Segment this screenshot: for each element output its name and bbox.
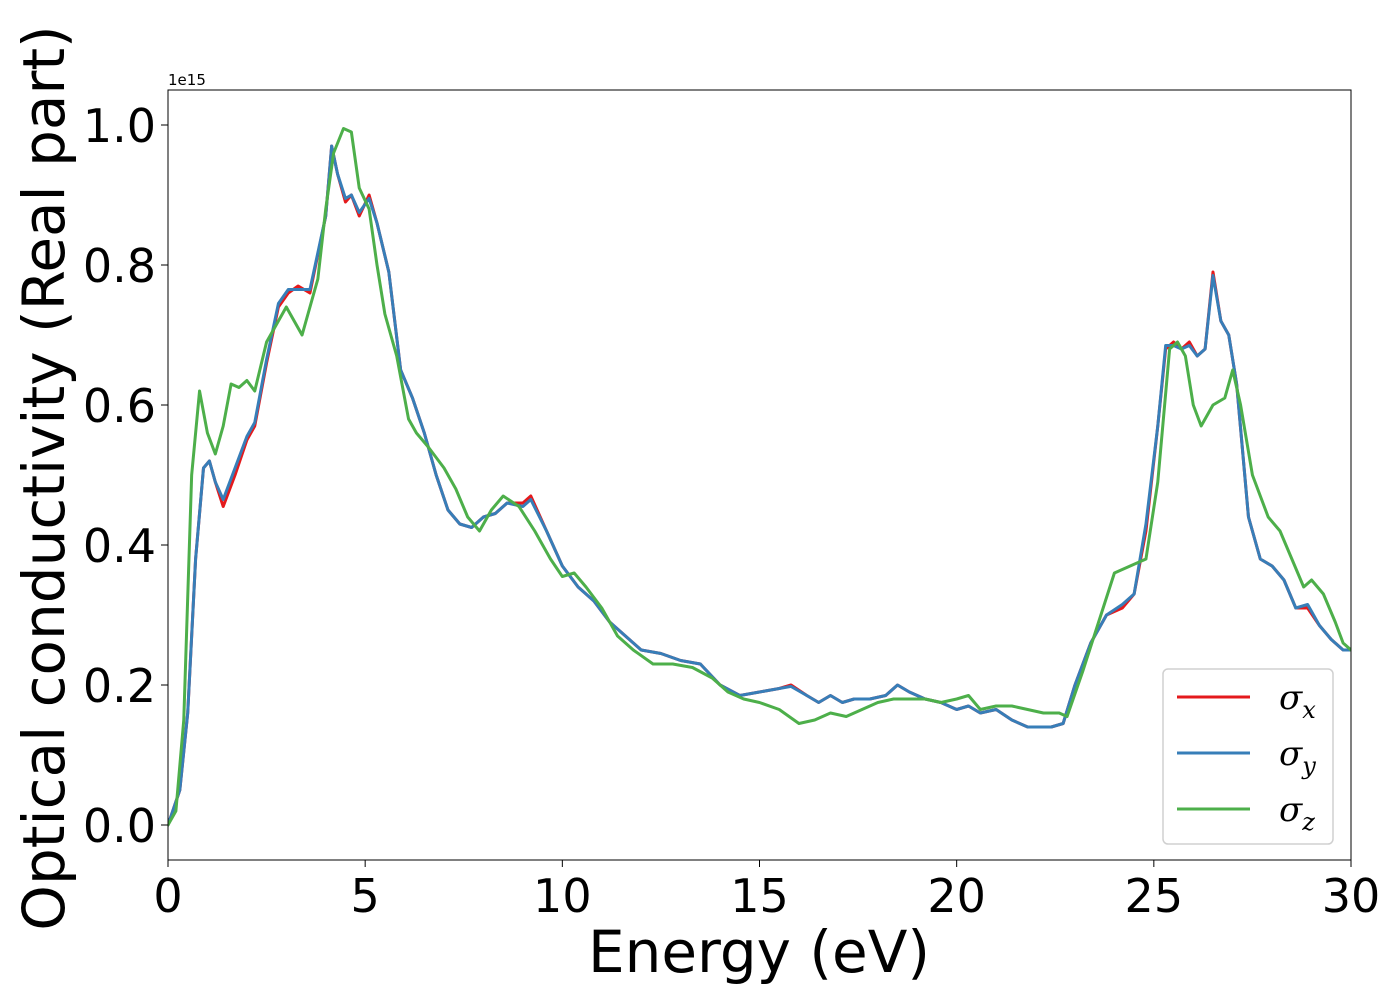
legend-label-subscript: x	[1302, 696, 1316, 724]
y-tick-label: 1.0	[83, 99, 156, 153]
legend-label-symbol: σ	[1279, 790, 1303, 830]
x-tick-label: 5	[351, 869, 380, 923]
legend-label-z: σz	[1279, 790, 1315, 836]
y-tick-label: 0.4	[83, 519, 156, 573]
series-line-z	[168, 127, 1351, 827]
x-tick-label: 10	[533, 869, 592, 923]
legend-label-y: σy	[1279, 734, 1316, 780]
y-tick-label: 0.8	[83, 239, 156, 293]
x-axis-ticks: 0 5 10 15 20 25 30	[153, 860, 1380, 923]
x-tick-label: 30	[1322, 869, 1381, 923]
y-tick-label: 0.2	[83, 659, 156, 713]
legend-label-x: σx	[1279, 678, 1316, 724]
x-axis-label: Energy (eV)	[588, 918, 930, 986]
x-tick-label: 15	[730, 869, 789, 923]
y-axis-label: Optical conductivity (Real part)	[10, 25, 78, 930]
y-axis-offset-text: 1e15	[168, 71, 206, 89]
legend-label-symbol: σ	[1279, 734, 1303, 774]
x-tick-label: 25	[1125, 869, 1184, 923]
legend-label-subscript: z	[1301, 808, 1315, 836]
y-tick-label: 0.6	[83, 379, 156, 433]
x-tick-label: 0	[153, 869, 182, 923]
series-layer	[168, 127, 1351, 827]
y-tick-label: 0.0	[83, 799, 156, 853]
y-axis-ticks: 0.0 0.2 0.4 0.6 0.8 1.0	[83, 99, 168, 853]
legend-box	[1162, 668, 1334, 845]
legend-label-symbol: σ	[1279, 678, 1303, 718]
x-tick-label: 20	[927, 869, 986, 923]
legend-label-subscript: y	[1301, 752, 1316, 780]
